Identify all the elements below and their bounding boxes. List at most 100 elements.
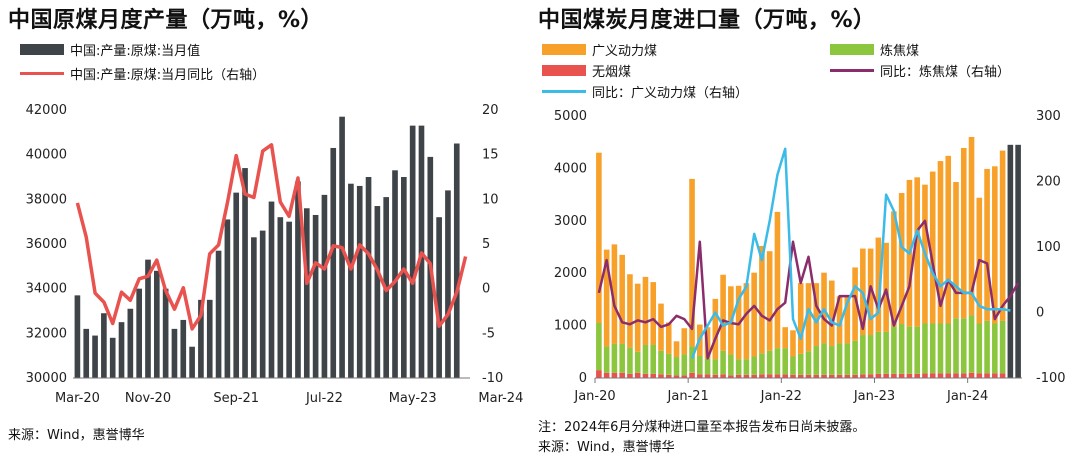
bar-coking bbox=[914, 326, 920, 374]
bar-anthracite bbox=[805, 374, 812, 378]
bar-coking bbox=[883, 331, 889, 374]
bar-coking bbox=[596, 322, 602, 371]
legend-item-anthracite: 无烟煤 bbox=[542, 61, 631, 80]
bar-coking bbox=[735, 359, 742, 375]
x-tick-label: Sep-21 bbox=[213, 391, 259, 406]
bar bbox=[189, 346, 195, 378]
bar bbox=[401, 177, 407, 378]
bar-anthracite bbox=[813, 374, 820, 378]
bar-thermal bbox=[650, 282, 657, 345]
legend-swatch bbox=[542, 44, 586, 55]
bar-coking bbox=[704, 358, 711, 375]
legend-label: 炼焦煤 bbox=[880, 44, 920, 59]
bar-anthracite bbox=[782, 374, 789, 378]
bar-coking bbox=[891, 326, 897, 374]
y2-tick-label: -5 bbox=[482, 326, 495, 341]
bar-anthracite bbox=[828, 374, 835, 378]
bar-thermal bbox=[953, 182, 959, 319]
bar bbox=[162, 288, 169, 378]
y-tick-label: 4000 bbox=[554, 161, 587, 176]
chart-plot: 30000 32000 34000 36000 38000 40000 42000 -10 -5… bbox=[26, 103, 524, 406]
bar-thermal bbox=[813, 283, 820, 347]
bar-coking bbox=[821, 343, 827, 375]
bar-thermal bbox=[914, 177, 920, 327]
bar-thermal bbox=[681, 328, 688, 355]
legend-label: 中国:产量:原煤:当月值 bbox=[70, 44, 201, 59]
bar bbox=[295, 181, 301, 378]
y2-tick-label: 0 bbox=[1036, 306, 1044, 321]
y-tick-label: 0 bbox=[579, 371, 587, 386]
bar-anthracite bbox=[922, 373, 928, 378]
bar-thermal bbox=[960, 147, 967, 319]
bar-anthracite bbox=[774, 374, 781, 378]
bar-anthracite bbox=[976, 373, 983, 378]
bar-anthracite bbox=[681, 375, 688, 378]
bar-coking bbox=[603, 346, 610, 373]
bar-coking bbox=[697, 355, 703, 375]
bar-anthracite bbox=[603, 372, 610, 378]
legend-label: 同比：炼焦煤（右轴） bbox=[880, 65, 1011, 80]
bar bbox=[224, 219, 231, 378]
bar-anthracite bbox=[720, 374, 726, 378]
y2-tick-label: -10 bbox=[482, 371, 503, 386]
y-tick-label: 32000 bbox=[26, 326, 67, 341]
bar bbox=[153, 270, 160, 378]
x-tick-label: May-23 bbox=[389, 391, 437, 406]
bar-coking bbox=[743, 359, 750, 375]
legend-swatch bbox=[830, 44, 874, 55]
bar-coking bbox=[782, 348, 789, 375]
bar-anthracite bbox=[619, 372, 625, 378]
bar bbox=[206, 299, 213, 378]
bar-thermal bbox=[805, 283, 812, 352]
bar-anthracite bbox=[821, 374, 827, 378]
series-line-thermal-yoy bbox=[690, 147, 1011, 359]
bar-anthracite bbox=[596, 370, 602, 378]
y-tick-label: 3000 bbox=[554, 214, 587, 229]
bar-anthracite bbox=[906, 373, 913, 378]
bar-anthracite bbox=[797, 374, 804, 378]
bar-coking bbox=[720, 350, 726, 375]
y2-tick-label: 20 bbox=[482, 103, 499, 118]
bar-thermal bbox=[999, 150, 1006, 321]
legend-label: 广义动力煤 bbox=[592, 44, 658, 59]
bar bbox=[251, 237, 257, 378]
bar bbox=[392, 170, 398, 378]
bar-anthracite bbox=[836, 374, 843, 378]
bar bbox=[109, 337, 116, 378]
bar-anthracite bbox=[766, 374, 773, 378]
bar-anthracite bbox=[929, 373, 936, 378]
bar-coking bbox=[728, 354, 734, 376]
y-tick-label: 40000 bbox=[26, 148, 67, 163]
y2-tick-label: 100 bbox=[1036, 240, 1061, 255]
bar-anthracite bbox=[611, 372, 618, 378]
bar bbox=[127, 308, 134, 378]
bar-thermal bbox=[898, 193, 905, 325]
legend-item-coking-yoy: 同比：炼焦煤（右轴） bbox=[830, 61, 1010, 80]
chart-plot: 0 1000 2000 3000 4000 5000 -100 0 100 200 300 Jan-2… bbox=[554, 109, 1066, 404]
bar bbox=[453, 143, 460, 378]
bar-thermal bbox=[891, 211, 897, 327]
bar bbox=[445, 190, 451, 378]
x-tick-label: Jan-21 bbox=[667, 389, 709, 404]
bar-thermal bbox=[984, 168, 990, 321]
bar-thermal bbox=[665, 322, 672, 354]
legend-swatch bbox=[830, 69, 874, 72]
bar bbox=[303, 208, 310, 378]
bar-anthracite bbox=[658, 374, 664, 378]
bar-coking bbox=[665, 353, 672, 375]
bar-anthracite bbox=[992, 373, 998, 378]
bar-total bbox=[1015, 144, 1021, 378]
bar-thermal bbox=[712, 298, 719, 360]
bar-coking bbox=[828, 346, 835, 375]
y2-tick-label: 15 bbox=[482, 148, 499, 163]
bar-thermal bbox=[759, 245, 765, 354]
bar-anthracite bbox=[697, 374, 703, 378]
bar bbox=[242, 168, 248, 378]
legend-item-output: 中国:产量:原煤:当月值 bbox=[20, 40, 200, 59]
bar-thermal bbox=[627, 274, 633, 348]
x-tick-label: Mar-24 bbox=[478, 391, 523, 406]
bar-anthracite bbox=[968, 372, 975, 378]
y-tick-label: 34000 bbox=[26, 282, 67, 297]
bar bbox=[348, 183, 354, 378]
bar-thermal bbox=[689, 178, 695, 347]
